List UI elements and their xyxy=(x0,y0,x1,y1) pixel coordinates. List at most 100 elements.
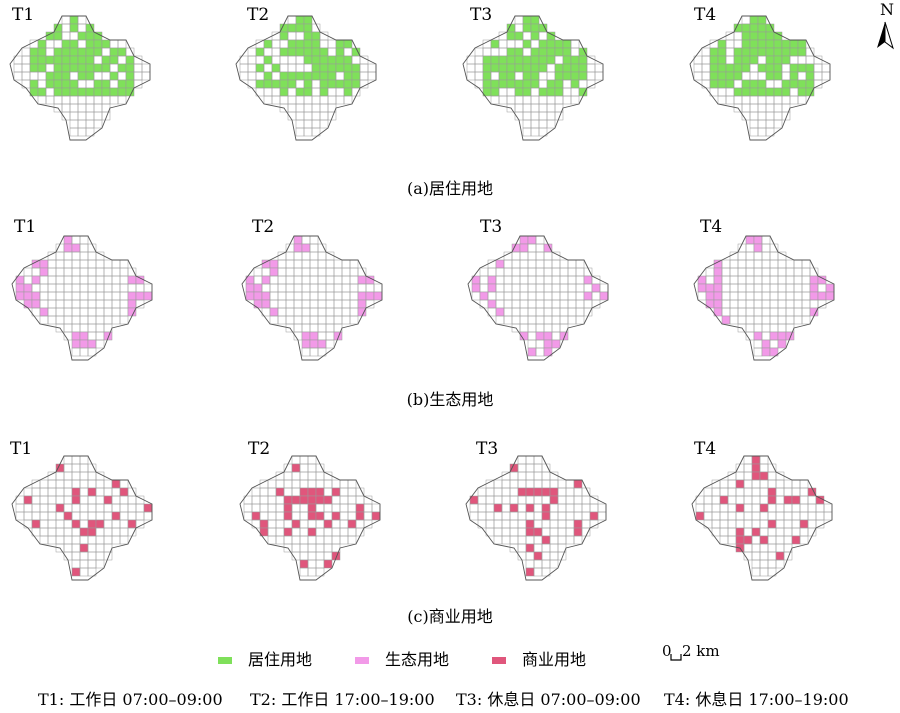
map-cell-ecological xyxy=(63,235,73,245)
map-cell xyxy=(498,39,508,49)
map-cell-ecological xyxy=(301,243,311,253)
map-cell xyxy=(729,283,739,293)
map-cell xyxy=(79,551,89,561)
map-cell xyxy=(509,479,519,489)
map-cell-residential xyxy=(490,55,500,65)
city-boundary xyxy=(11,235,153,361)
map-cell-ecological xyxy=(71,243,81,253)
map-cell-commercial xyxy=(525,487,535,497)
map-cell-commercial xyxy=(767,519,777,529)
legend-swatch-commercial xyxy=(492,657,506,664)
map-cell xyxy=(530,103,540,113)
map-cell-commercial xyxy=(299,495,309,505)
map-cell xyxy=(495,267,505,277)
map-cell-residential xyxy=(805,63,815,73)
map-cell-residential xyxy=(287,79,297,89)
map-cell-commercial xyxy=(315,495,325,505)
map-cell xyxy=(761,299,771,309)
map-cell-residential xyxy=(781,55,791,65)
map-cell xyxy=(594,71,604,81)
map-cell xyxy=(45,95,55,105)
map-cell-ecological xyxy=(253,299,263,309)
map-cell xyxy=(327,95,337,105)
map-cell xyxy=(39,315,49,325)
map-cell xyxy=(719,527,729,537)
map-cell xyxy=(573,511,583,521)
map-cell-commercial xyxy=(751,463,761,473)
map-cell xyxy=(259,511,269,521)
map-cell xyxy=(283,519,293,529)
map-cell xyxy=(111,307,121,317)
map-cell-ecological xyxy=(135,275,145,285)
map-cell-commercial xyxy=(95,519,105,529)
map-cell-ecological xyxy=(79,339,89,349)
map-cell xyxy=(557,487,567,497)
map-cell xyxy=(87,559,97,569)
map-cell-residential xyxy=(789,71,799,81)
map-cell xyxy=(769,323,779,333)
land-use-map xyxy=(9,15,151,141)
map-cell-ecological xyxy=(527,235,537,245)
map-cell xyxy=(821,63,831,73)
map-cell xyxy=(317,275,327,285)
map-cell xyxy=(749,127,759,137)
map-cell xyxy=(259,503,269,513)
map-cell xyxy=(559,307,569,317)
map-cell xyxy=(801,307,811,317)
map-cell-residential xyxy=(287,23,297,33)
map-cell xyxy=(335,95,345,105)
map-cell xyxy=(37,95,47,105)
map-cell xyxy=(805,47,815,57)
map-cell xyxy=(311,23,321,33)
map-cell xyxy=(323,527,333,537)
map-cell xyxy=(817,299,827,309)
map-cell xyxy=(55,251,65,261)
map-cell xyxy=(247,47,257,57)
map-cell-commercial xyxy=(533,487,543,497)
map-cell xyxy=(777,315,787,325)
map-cell-residential xyxy=(797,87,807,97)
map-cell xyxy=(315,471,325,481)
map-cell xyxy=(61,23,71,33)
map-cell xyxy=(331,519,341,529)
map-cell xyxy=(301,267,311,277)
map-cell xyxy=(63,535,73,545)
map-cell-residential xyxy=(757,31,767,41)
map-cell xyxy=(303,119,313,129)
map-cell xyxy=(554,95,564,105)
map-cell xyxy=(565,487,575,497)
scale-bar-icon xyxy=(670,654,682,661)
map-cell xyxy=(543,315,553,325)
map-cell xyxy=(111,519,121,529)
map-cell-ecological xyxy=(63,243,73,253)
map-cell xyxy=(567,267,577,277)
map-cell-residential xyxy=(93,39,103,49)
map-cell xyxy=(29,39,39,49)
map-cell xyxy=(267,479,277,489)
map-cell xyxy=(71,471,81,481)
map-cell xyxy=(761,283,771,293)
map-cell xyxy=(501,519,511,529)
map-cell-residential xyxy=(263,71,273,81)
map-cell-residential xyxy=(765,39,775,49)
map-cell xyxy=(317,331,327,341)
map-cell xyxy=(751,559,761,569)
map-cell xyxy=(299,527,309,537)
map-cell xyxy=(519,283,529,293)
map-cell xyxy=(63,299,73,309)
map-cell-ecological xyxy=(713,259,723,269)
map-cell-ecological xyxy=(495,259,505,269)
map-cell xyxy=(551,315,561,325)
map-cell xyxy=(325,299,335,309)
map-cell xyxy=(767,535,777,545)
map-cell xyxy=(503,267,513,277)
map-cell xyxy=(761,251,771,261)
map-cell xyxy=(753,267,763,277)
map-cell xyxy=(277,291,287,301)
map-cell xyxy=(751,535,761,545)
map-cell xyxy=(77,95,87,105)
map-cell xyxy=(87,283,97,293)
map-cell xyxy=(359,71,369,81)
map-cell xyxy=(479,299,489,309)
map-cell xyxy=(477,487,487,497)
